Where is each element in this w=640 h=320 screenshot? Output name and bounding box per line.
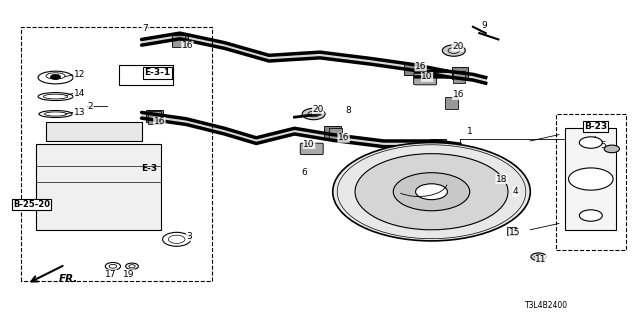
Text: 14: 14 xyxy=(74,89,86,98)
Bar xyxy=(445,97,458,109)
Text: 17: 17 xyxy=(105,270,116,279)
Bar xyxy=(452,70,465,83)
Text: B-23: B-23 xyxy=(584,122,607,131)
Text: FR.: FR. xyxy=(59,274,78,284)
Text: 2: 2 xyxy=(88,101,93,111)
FancyBboxPatch shape xyxy=(146,110,163,122)
Bar xyxy=(508,190,524,195)
Text: 4: 4 xyxy=(513,187,518,196)
Text: 5: 5 xyxy=(600,141,606,150)
Text: 16: 16 xyxy=(154,117,165,126)
Text: 16: 16 xyxy=(182,41,193,50)
Circle shape xyxy=(355,154,508,230)
Text: 1: 1 xyxy=(467,127,472,136)
Text: 10: 10 xyxy=(303,140,315,148)
Text: 3: 3 xyxy=(186,232,192,241)
Text: 16: 16 xyxy=(338,133,349,142)
Circle shape xyxy=(604,145,620,153)
Text: 16: 16 xyxy=(415,62,426,71)
Text: 10: 10 xyxy=(421,72,433,81)
Text: 9: 9 xyxy=(481,21,487,30)
Bar xyxy=(329,128,342,140)
Text: 16: 16 xyxy=(452,91,464,100)
Circle shape xyxy=(415,184,447,200)
Text: B-25-20: B-25-20 xyxy=(13,200,51,209)
Text: E-3: E-3 xyxy=(141,164,157,173)
Circle shape xyxy=(442,45,465,56)
Ellipse shape xyxy=(38,71,73,84)
Text: E-3-1: E-3-1 xyxy=(145,68,171,77)
Text: 20: 20 xyxy=(312,105,324,114)
Circle shape xyxy=(105,262,120,270)
FancyBboxPatch shape xyxy=(429,139,446,151)
Text: 15: 15 xyxy=(509,228,521,237)
Text: 12: 12 xyxy=(74,70,86,79)
Circle shape xyxy=(579,210,602,221)
Polygon shape xyxy=(565,128,616,230)
FancyBboxPatch shape xyxy=(404,63,420,75)
Text: T3L4B2400: T3L4B2400 xyxy=(525,301,568,310)
Text: 11: 11 xyxy=(536,255,547,264)
FancyBboxPatch shape xyxy=(452,67,468,79)
Polygon shape xyxy=(36,144,161,230)
FancyBboxPatch shape xyxy=(172,34,188,46)
Text: 19: 19 xyxy=(123,270,134,279)
Text: 13: 13 xyxy=(74,108,86,117)
FancyBboxPatch shape xyxy=(300,143,323,155)
Circle shape xyxy=(51,74,61,79)
Circle shape xyxy=(125,263,138,269)
Circle shape xyxy=(302,108,325,120)
Bar xyxy=(172,35,185,47)
Circle shape xyxy=(493,180,516,191)
FancyBboxPatch shape xyxy=(324,126,341,138)
Circle shape xyxy=(531,253,546,260)
FancyBboxPatch shape xyxy=(413,73,436,85)
Bar xyxy=(507,227,516,235)
Bar xyxy=(148,111,161,124)
Text: 18: 18 xyxy=(496,174,508,184)
Circle shape xyxy=(568,168,613,190)
Circle shape xyxy=(394,173,470,211)
Text: 7: 7 xyxy=(142,24,148,33)
Polygon shape xyxy=(46,122,141,141)
Text: 8: 8 xyxy=(346,106,351,115)
Circle shape xyxy=(579,137,602,148)
Text: 6: 6 xyxy=(301,168,307,177)
Text: 20: 20 xyxy=(452,42,463,51)
Circle shape xyxy=(333,142,531,241)
